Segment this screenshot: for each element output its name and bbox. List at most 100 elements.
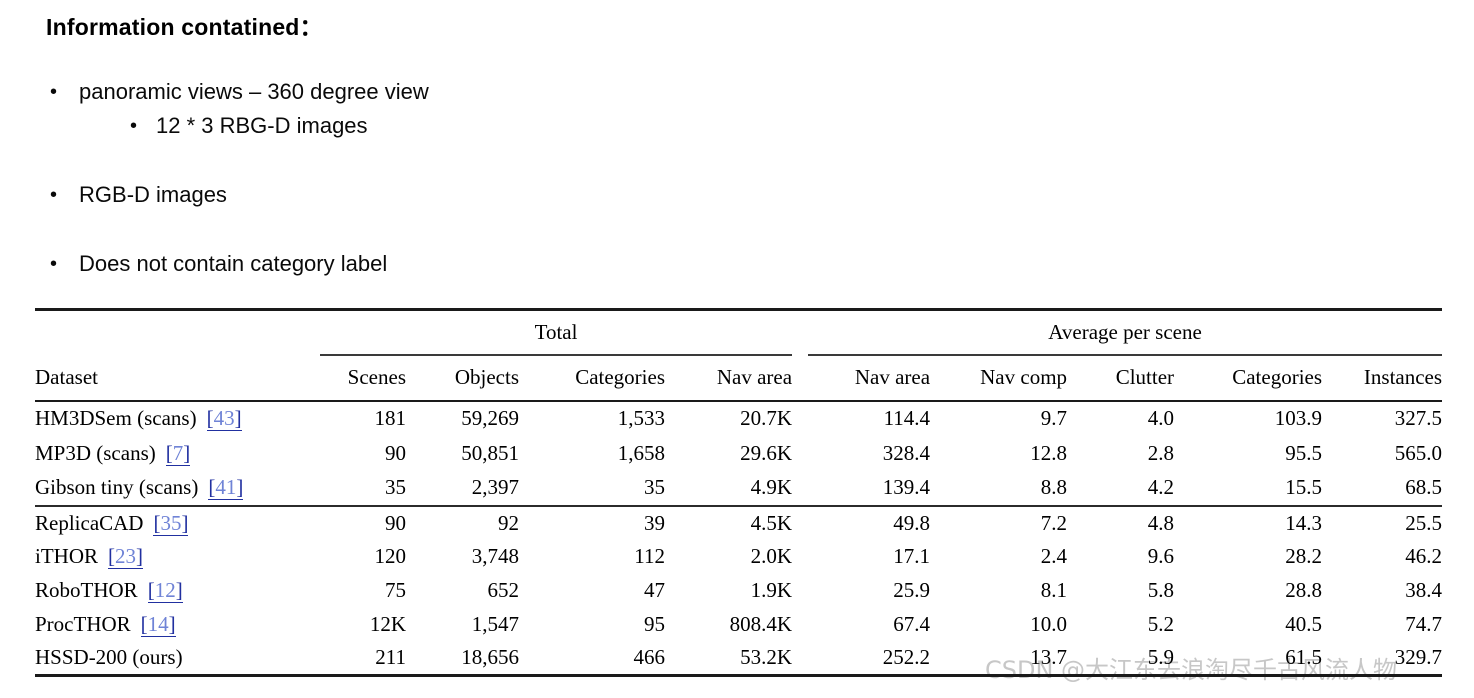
numeric-cell: 3,748 bbox=[471, 544, 519, 568]
numeric-cell: 90 bbox=[385, 440, 406, 465]
numeric-cell: 1,658 bbox=[617, 440, 665, 465]
numeric-cell: 20.7K bbox=[740, 406, 793, 430]
numeric-cell: 18,656 bbox=[461, 645, 519, 670]
column-gap bbox=[792, 471, 808, 506]
numeric-cell: 61.5 bbox=[1285, 645, 1323, 670]
group-header-average-per-scene: Average per scene bbox=[808, 309, 1443, 356]
numeric-cell: 38.4 bbox=[1405, 578, 1443, 602]
bullet-text: Does not contain category label bbox=[79, 251, 388, 276]
dataset-name: ProcTHOR bbox=[35, 612, 131, 636]
numeric-cell: 466 bbox=[633, 645, 666, 670]
csdn-watermark: CSDN @大江东去浪淘尽千古风流人物 bbox=[985, 656, 1398, 684]
numeric-cell: 12.8 bbox=[1030, 440, 1068, 465]
dataset-name-cell: ReplicaCAD [35] bbox=[35, 504, 320, 540]
numeric-cell: 120 bbox=[374, 544, 407, 568]
numeric-cell: 652 bbox=[487, 578, 520, 602]
numeric-cell: 2.8 bbox=[1147, 440, 1175, 465]
numeric-cell: 25.9 bbox=[893, 578, 931, 602]
table-row: ReplicaCAD [35] 90 92 39 4.5K 49.8 7.2 4.8 14.3 25… bbox=[35, 504, 1443, 540]
numeric-cell: 4.8 bbox=[1067, 504, 1175, 540]
bullet-text: 12 * 3 RBG-D images bbox=[156, 113, 368, 138]
numeric-cell: 329.7 bbox=[1394, 645, 1443, 670]
dataset-name: Gibson tiny (scans) bbox=[35, 475, 199, 499]
citation-link[interactable]: [23] bbox=[108, 544, 143, 569]
numeric-cell: 47 bbox=[644, 578, 665, 602]
numeric-cell: 68.5 bbox=[1405, 475, 1443, 499]
table-row: iTHOR [23] 120 3,748 112 2.0K 17.1 2.4 9.6 28.2 46… bbox=[35, 540, 1442, 574]
dataset-name-cell: HM3DSem (scans) [43] bbox=[35, 401, 320, 436]
citation-link[interactable]: [7] bbox=[165, 440, 191, 466]
table-row: HSSD-200 (ours) 211 18,656 466 53.2K 252.2 13.… bbox=[35, 642, 1442, 676]
numeric-cell: 211 bbox=[375, 645, 406, 670]
numeric-cell: 95.5 bbox=[1285, 440, 1323, 465]
numeric-cell: 29.6K bbox=[740, 440, 793, 465]
dataset-name-cell: ProcTHOR [14] bbox=[35, 608, 320, 642]
numeric-cell: 12K bbox=[369, 612, 406, 636]
numeric-cell: 112 bbox=[634, 544, 665, 568]
numeric-cell: 40.5 bbox=[1285, 612, 1323, 636]
citation-link[interactable]: [14] bbox=[140, 612, 176, 637]
column-gap bbox=[792, 608, 808, 642]
table-column-header-row: Dataset Scenes Objects Categories Nav ar… bbox=[35, 354, 1443, 402]
dataset-name-cell: RoboTHOR [12] bbox=[35, 574, 320, 608]
numeric-cell: 35 bbox=[644, 475, 665, 499]
column-gap bbox=[792, 504, 809, 540]
numeric-cell: 39 bbox=[519, 504, 665, 540]
numeric-cell: 25.5 bbox=[1322, 504, 1443, 540]
numeric-cell: 46.2 bbox=[1405, 544, 1443, 568]
bullet-text: panoramic views – 360 degree view bbox=[79, 79, 429, 104]
col-header-objects: Objects bbox=[406, 354, 519, 402]
numeric-cell: 4.9K bbox=[750, 475, 793, 499]
numeric-cell: 13.7 bbox=[1030, 645, 1068, 670]
column-gap bbox=[792, 401, 808, 436]
dataset-name: ReplicaCAD bbox=[35, 510, 144, 535]
dataset-name: MP3D (scans) bbox=[35, 440, 156, 465]
numeric-cell: 28.2 bbox=[1285, 544, 1323, 568]
numeric-cell: 90 bbox=[320, 504, 406, 540]
dataset-name-cell: iTHOR [23] bbox=[35, 540, 320, 574]
numeric-cell: 7.2 bbox=[930, 504, 1068, 540]
numeric-cell: 181 bbox=[374, 406, 407, 430]
col-header-categories-avg: Categories bbox=[1174, 354, 1323, 402]
dataset-name: HSSD-200 (ours) bbox=[35, 645, 183, 670]
bullet-item-panoramic: • panoramic views – 360 degree view bbox=[50, 78, 429, 106]
numeric-cell: 2,397 bbox=[471, 475, 519, 499]
numeric-cell: 9.6 bbox=[1147, 544, 1175, 568]
col-header-nav-area-avg: Nav area bbox=[808, 354, 931, 402]
numeric-cell: 808.4K bbox=[729, 612, 793, 636]
dataset-name-cell: MP3D (scans) [7] bbox=[35, 436, 320, 471]
numeric-cell: 1,533 bbox=[617, 406, 665, 430]
page-title: Information contatined： bbox=[46, 14, 323, 40]
numeric-cell: 15.5 bbox=[1285, 475, 1323, 499]
numeric-cell: 14.3 bbox=[1174, 504, 1323, 540]
table-row: MP3D (scans) [7] 90 50,851 1,658 29.6K 328.4 12… bbox=[35, 436, 1442, 471]
numeric-cell: 252.2 bbox=[882, 645, 931, 670]
dataset-name: HM3DSem (scans) bbox=[35, 406, 197, 430]
numeric-cell: 49.8 bbox=[808, 504, 931, 540]
spanner-gap bbox=[792, 310, 808, 355]
table-row: RoboTHOR [12] 75 652 47 1.9K 25.9 8.1 5.8 28.8 38.… bbox=[35, 574, 1442, 608]
dataset-name: iTHOR bbox=[35, 544, 98, 568]
numeric-cell: 8.1 bbox=[1040, 578, 1068, 602]
column-gap bbox=[792, 540, 808, 574]
col-header-gap bbox=[792, 354, 809, 402]
citation-link[interactable]: [35] bbox=[153, 510, 189, 536]
citation-link[interactable]: [41] bbox=[208, 475, 244, 500]
numeric-cell: 2.0K bbox=[750, 544, 793, 568]
numeric-cell: 59,269 bbox=[461, 406, 519, 430]
numeric-cell: 95 bbox=[644, 612, 665, 636]
numeric-cell: 67.4 bbox=[893, 612, 931, 636]
bullet-icon: • bbox=[130, 115, 138, 137]
citation-link[interactable]: [43] bbox=[206, 406, 242, 431]
bullet-item-category-label: • Does not contain category label bbox=[50, 250, 387, 278]
numeric-cell: 4.2 bbox=[1147, 475, 1175, 499]
citation-link[interactable]: [12] bbox=[147, 578, 183, 603]
col-header-nav-area-total: Nav area bbox=[665, 354, 793, 402]
dataset-name: RoboTHOR bbox=[35, 578, 138, 602]
table-row: HM3DSem (scans) [43] 181 59,269 1,533 20.7K 11… bbox=[35, 401, 1442, 436]
numeric-cell: 92 bbox=[406, 504, 519, 540]
col-header-clutter: Clutter bbox=[1067, 354, 1175, 402]
numeric-cell: 327.5 bbox=[1394, 406, 1443, 430]
numeric-cell: 53.2K bbox=[740, 645, 793, 670]
